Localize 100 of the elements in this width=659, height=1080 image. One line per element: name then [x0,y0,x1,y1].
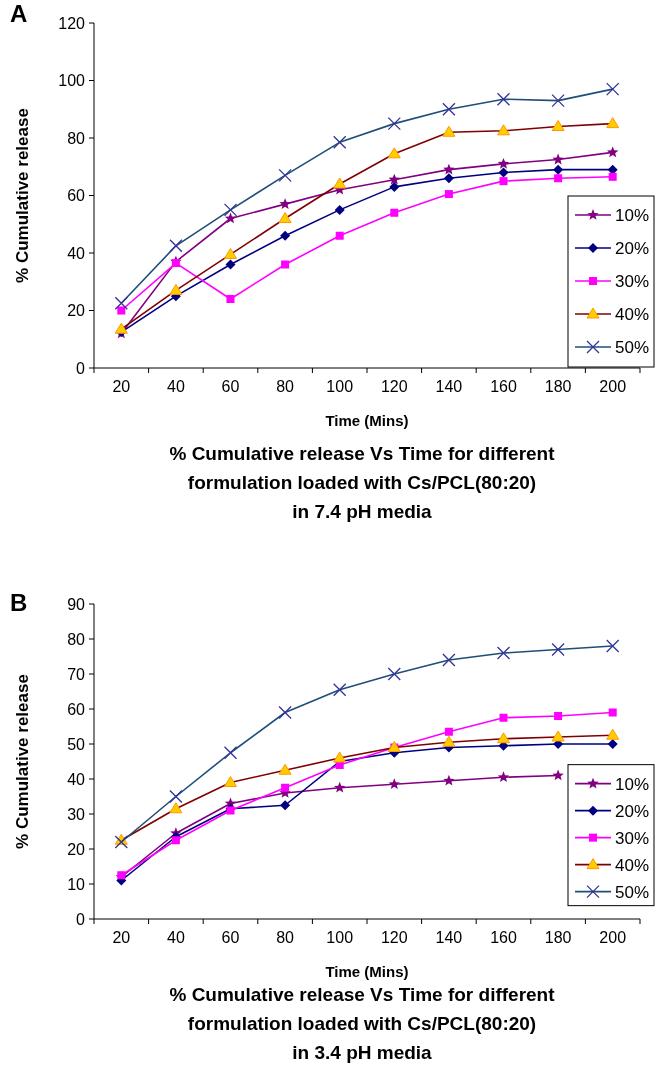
point [333,135,347,149]
x-tick-label: 80 [276,929,295,946]
point [223,203,238,217]
x-tick-label: 40 [167,378,185,395]
point [389,181,400,192]
x-tick-label: 80 [276,378,295,395]
point [278,705,292,720]
point [443,173,454,184]
point [333,683,347,697]
legend-label: 50% [615,337,650,357]
point [280,800,291,811]
legend-label: 40% [615,855,650,875]
legend-label: 10% [615,205,650,225]
point [388,778,401,790]
point [608,172,617,181]
point [499,713,508,722]
point [608,708,617,717]
point [387,667,401,681]
legend-label: 30% [615,271,650,291]
y-tick-label: 30 [67,805,86,823]
y-tick-label: 90 [67,595,86,613]
text: % Cumulative release Vs Time for different formulation loaded with Cs/PCL(80:20) in 3.4 pH media [169,984,556,1063]
x-tick-label: 160 [490,929,517,946]
point [279,198,291,209]
y-tick-label: 0 [76,359,86,377]
y-tick-label: 100 [58,72,86,90]
y-tick-label: 80 [67,630,86,648]
point [552,769,564,781]
point [333,781,346,793]
point [225,259,236,270]
y-tick-label: 60 [67,187,86,205]
y-tick-label: 40 [67,770,86,788]
x-tick-label: 180 [544,378,572,395]
point [497,157,510,169]
y-tick-label: 70 [67,665,86,683]
point [171,836,180,845]
point [606,639,620,653]
x-axis-title: Time (Mins) [325,412,409,429]
point [497,771,510,783]
x-tick-label: 20 [112,929,131,946]
y-tick-label: 40 [67,244,86,262]
point [551,93,565,108]
point [444,727,453,736]
point [552,153,564,165]
y-tick-label: 50 [67,735,86,753]
y-tick-label: 10 [67,875,86,893]
x-tick-label: 200 [599,378,627,395]
point [226,295,235,303]
point [554,712,563,720]
legend-label: 10% [615,774,650,794]
x-tick-label: 60 [221,929,240,946]
y-tick-label: 120 [58,14,86,32]
legend-label: 40% [615,304,650,324]
point [280,230,291,241]
text: A [10,0,28,27]
x-tick-label: 200 [599,929,627,946]
point [281,783,290,792]
y-tick-label: 20 [67,840,86,858]
point [496,646,511,660]
point [496,92,511,106]
point [390,208,399,217]
x-tick-label: 180 [544,929,572,946]
legend-label: 20% [615,801,650,821]
text: B [10,589,28,616]
point [442,102,456,116]
x-tick-label: 20 [112,378,131,395]
legend-label: 50% [615,882,650,902]
x-tick-label: 140 [435,929,463,946]
point [387,116,401,131]
point [169,239,183,253]
point [281,260,290,269]
point [223,746,238,760]
point [498,167,509,178]
point [443,774,455,786]
x-tick-label: 120 [380,378,408,395]
point [114,835,128,849]
point [444,190,453,199]
point [171,259,180,268]
point [553,164,564,175]
y-tick-label: 20 [67,302,86,320]
point [334,204,345,215]
x-tick-label: 120 [380,929,408,946]
legend-label: 20% [615,238,650,258]
legend-label: 30% [615,828,650,848]
x-axis-title: Time (Mins) [325,963,409,980]
y-axis-title: % Cumulative release [13,674,32,849]
point [499,177,508,186]
point [443,163,455,175]
point [114,296,128,310]
x-tick-label: 100 [326,378,354,395]
x-tick-label: 100 [326,929,354,946]
point [442,653,456,667]
y-tick-label: 0 [76,910,86,928]
point [607,739,618,749]
point [606,146,619,158]
x-tick-label: 140 [435,378,463,395]
y-tick-label: 60 [67,700,86,718]
point [117,306,126,315]
point [169,789,183,804]
y-axis-title: % Cumulative release [13,108,32,283]
